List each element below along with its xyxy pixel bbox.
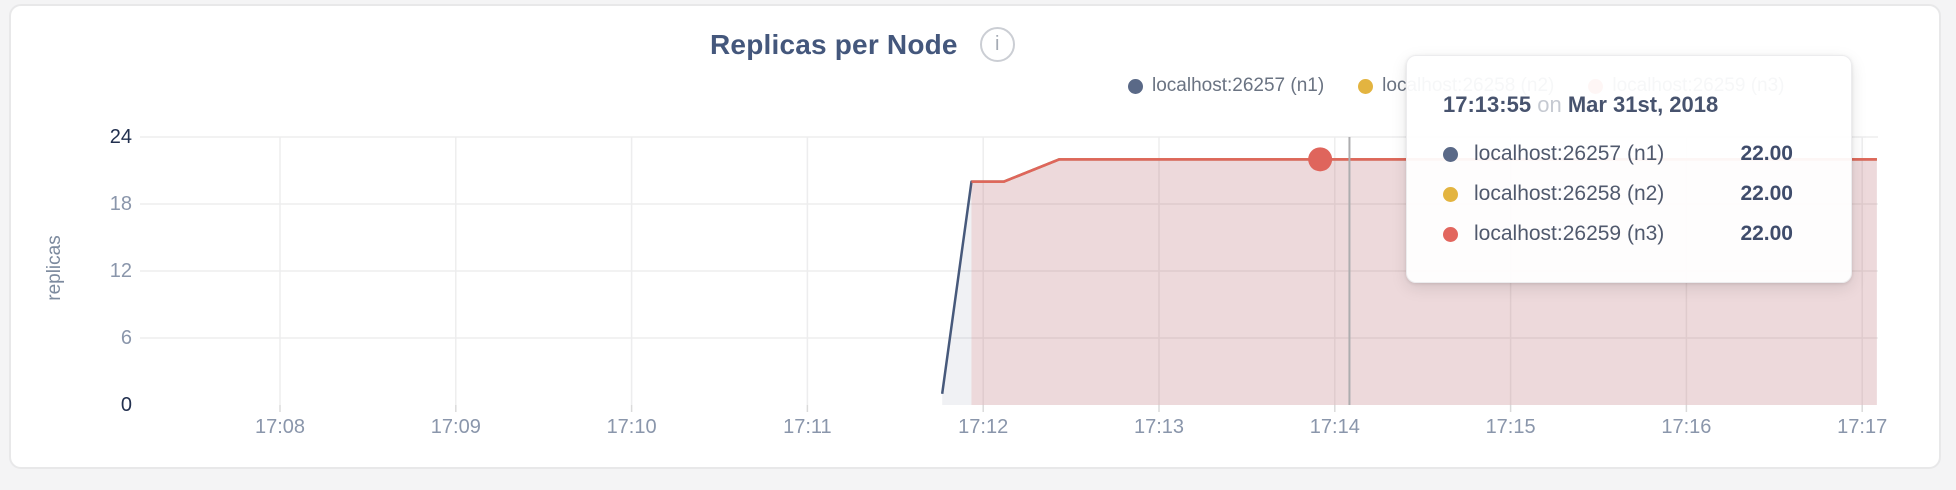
tooltip-conjunction: on — [1537, 92, 1562, 117]
tooltip-series-dot-icon — [1443, 226, 1458, 242]
x-tick-label: 17:14 — [1309, 416, 1360, 438]
y-tick-label: 24 — [109, 125, 132, 148]
tooltip-rows: localhost:26257 (n1) 22.00 localhost:26258… — [1443, 134, 1851, 254]
x-tick-label: 17:16 — [1661, 416, 1712, 438]
x-tick-label: 17:13 — [1133, 416, 1185, 438]
y-tick-label: 18 — [109, 192, 132, 215]
highlight-dot[interactable] — [1308, 147, 1333, 172]
tooltip-series-value: 22.00 — [1740, 142, 1793, 165]
x-tick-label: 17:09 — [430, 416, 481, 438]
x-tick-label: 17:12 — [958, 416, 1009, 438]
y-tick-label: 6 — [120, 326, 132, 349]
tooltip-title: 17:13:55 on Mar 31st, 2018 — [1443, 92, 1851, 118]
y-tick-label: 0 — [120, 394, 132, 416]
tooltip-row: localhost:26259 (n3) 22.00 — [1443, 214, 1851, 254]
tooltip-row: localhost:26257 (n1) 22.00 — [1443, 134, 1851, 174]
tooltip-date: Mar 31st, 2018 — [1567, 92, 1719, 117]
tooltip-series-label: localhost:26258 (n2) — [1474, 182, 1665, 205]
tooltip-series-dot-icon — [1443, 146, 1458, 162]
x-tick-label: 17:10 — [606, 416, 657, 438]
x-tick-label: 17:08 — [254, 416, 306, 438]
chart-title: Replicas per Node — [710, 28, 958, 60]
legend-swatch-icon — [1128, 78, 1143, 94]
tooltip-series-value: 22.00 — [1740, 222, 1793, 245]
x-tick-label: 17:15 — [1485, 416, 1536, 438]
tooltip-series-dot-icon — [1443, 186, 1458, 202]
info-icon[interactable]: i — [979, 27, 1015, 62]
x-tick-label: 17:11 — [783, 416, 832, 438]
legend-item[interactable]: localhost:26257 (n1) — [1128, 76, 1324, 96]
y-tick-label: 12 — [109, 259, 132, 282]
tooltip-row: localhost:26258 (n2) 22.00 — [1443, 174, 1851, 214]
tooltip-series-label: localhost:26257 (n1) — [1474, 142, 1665, 165]
chart-header: Replicas per Node i — [710, 27, 1015, 62]
tooltip-series-label: localhost:26259 (n3) — [1474, 222, 1665, 245]
x-tick-label: 17:17 — [1837, 416, 1888, 438]
hover-tooltip: 17:13:55 on Mar 31st, 2018 localhost:262… — [1406, 55, 1852, 283]
tooltip-time: 17:13:55 — [1443, 92, 1532, 117]
legend-label: localhost:26257 (n1) — [1152, 75, 1325, 96]
tooltip-series-value: 22.00 — [1740, 182, 1793, 205]
legend-swatch-icon — [1358, 78, 1374, 94]
